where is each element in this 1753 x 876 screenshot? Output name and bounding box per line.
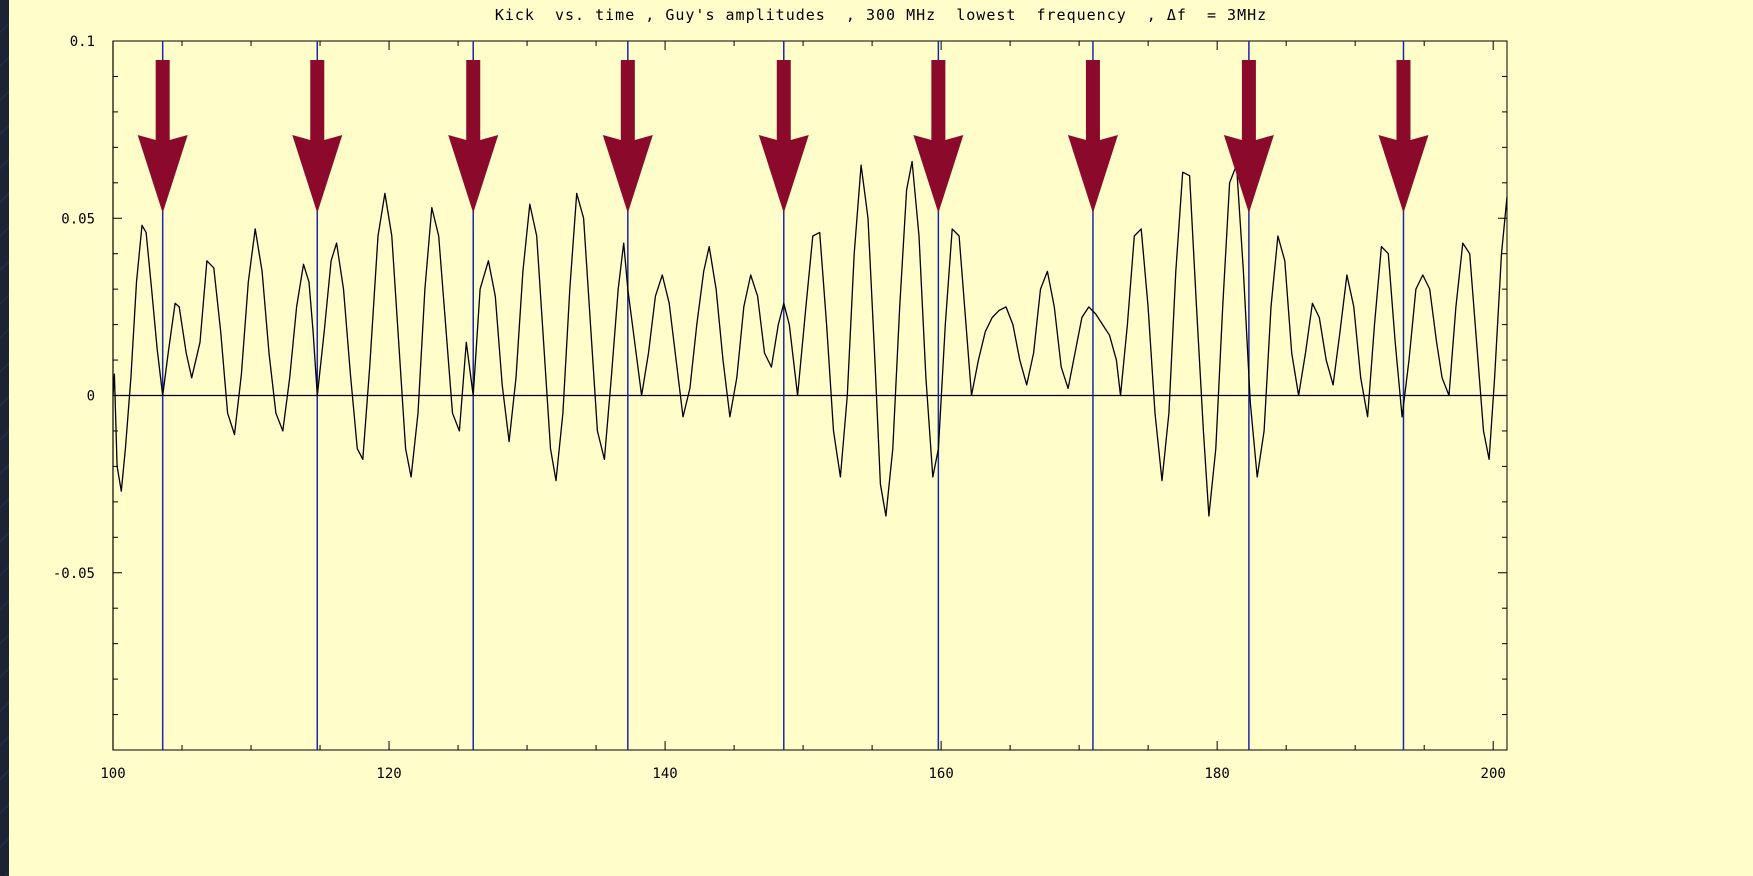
x-tick-label: 100 — [100, 766, 125, 782]
x-tick-label: 200 — [1481, 766, 1506, 782]
down-arrow-icon — [913, 60, 963, 213]
down-arrow-icon — [448, 60, 498, 213]
y-tick-label: 0.1 — [70, 34, 95, 50]
down-arrow-icon — [759, 60, 809, 213]
y-tick-label: 0.05 — [61, 211, 95, 227]
arrows-layer — [138, 60, 1429, 213]
x-tick-label: 180 — [1205, 766, 1230, 782]
down-arrow-icon — [603, 60, 653, 213]
series-layer — [113, 162, 1507, 517]
down-arrow-icon — [138, 60, 188, 213]
y-tick-label: 0 — [87, 389, 95, 405]
x-tick-label: 140 — [652, 766, 677, 782]
chart-panel: Kick vs. time , Guy's amplitudes , 300 M… — [9, 0, 1753, 876]
x-tick-label: 120 — [376, 766, 401, 782]
series-line — [113, 162, 1507, 517]
down-arrow-icon — [1068, 60, 1118, 213]
down-arrow-icon — [292, 60, 342, 213]
chart-svg: 0.1 0.05 0 -0.05 100 120 140 160 180 200 — [9, 0, 1753, 876]
down-arrow-icon — [1378, 60, 1428, 213]
down-arrow-icon — [1224, 60, 1274, 213]
y-tick-label: -0.05 — [53, 566, 95, 582]
x-tick-label: 160 — [928, 766, 953, 782]
